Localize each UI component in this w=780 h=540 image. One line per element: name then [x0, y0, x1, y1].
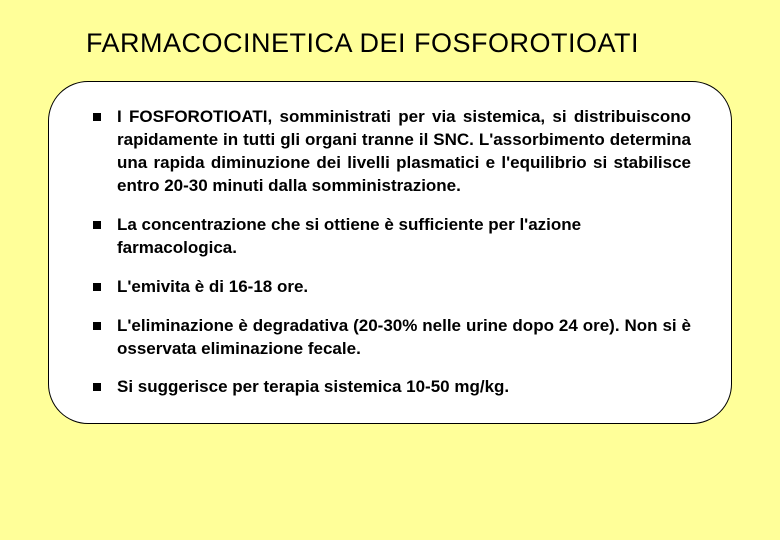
list-item: La concentrazione che si ottiene è suffi…: [89, 214, 691, 260]
list-item: L'emivita è di 16-18 ore.: [89, 276, 691, 299]
bullet-text: La concentrazione che si ottiene è suffi…: [117, 215, 581, 257]
bullet-text: I FOSFOROTIOATI, somministrati per via s…: [117, 107, 691, 195]
bullet-text: Si suggerisce per terapia sistemica 10-5…: [117, 377, 509, 396]
bullet-list: I FOSFOROTIOATI, somministrati per via s…: [89, 106, 691, 399]
slide-container: FARMACOCINETICA DEI FOSFOROTIOATI I FOSF…: [0, 0, 780, 540]
list-item: I FOSFOROTIOATI, somministrati per via s…: [89, 106, 691, 198]
list-item: L'eliminazione è degradativa (20-30% nel…: [89, 315, 691, 361]
list-item: Si suggerisce per terapia sistemica 10-5…: [89, 376, 691, 399]
bullet-text: L'eliminazione è degradativa (20-30% nel…: [117, 316, 691, 358]
bullet-text: L'emivita è di 16-18 ore.: [117, 277, 308, 296]
slide-title: FARMACOCINETICA DEI FOSFOROTIOATI: [86, 28, 732, 59]
content-box: I FOSFOROTIOATI, somministrati per via s…: [48, 81, 732, 424]
